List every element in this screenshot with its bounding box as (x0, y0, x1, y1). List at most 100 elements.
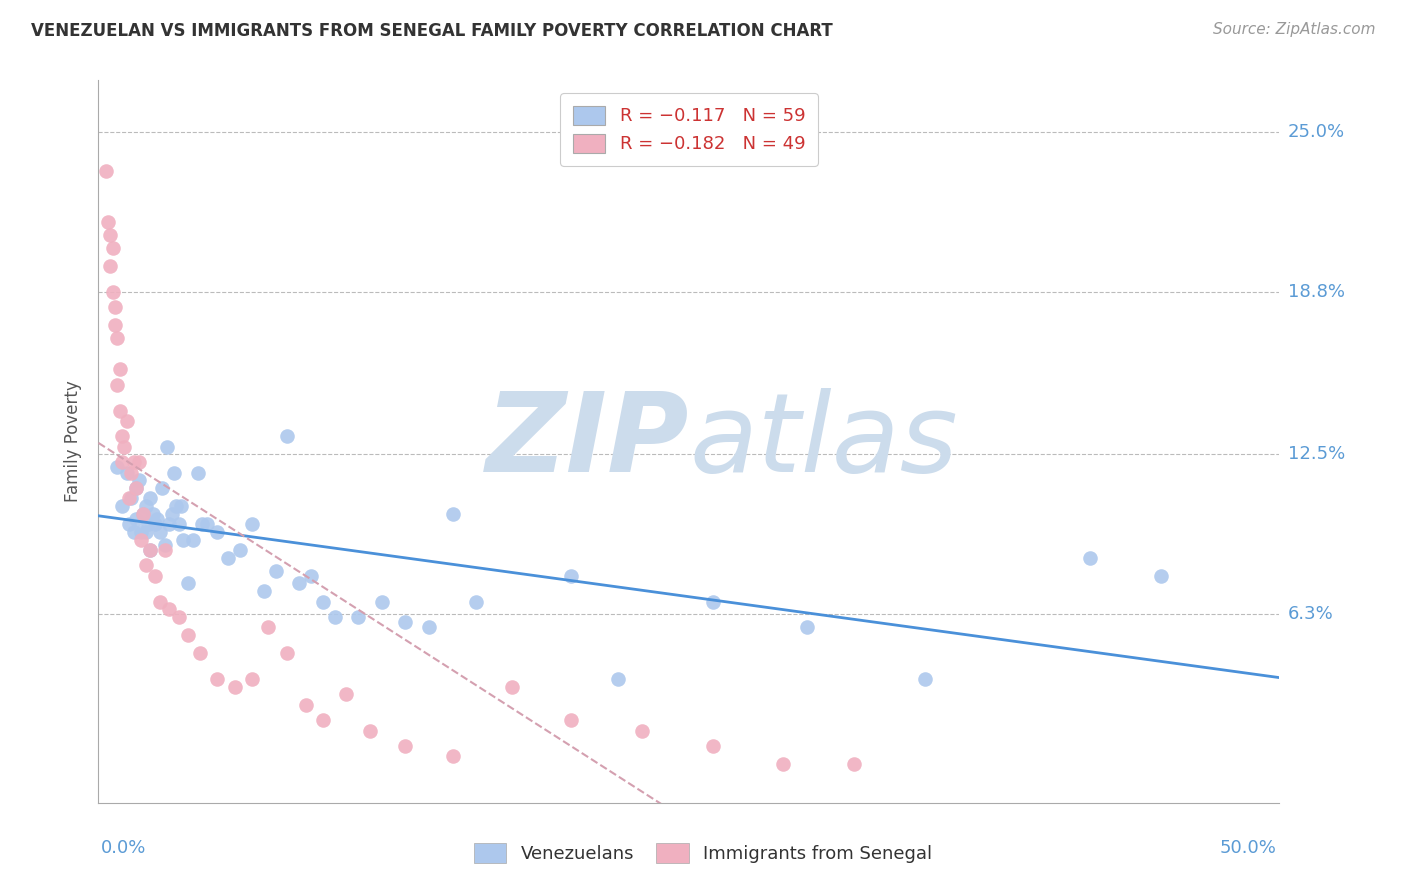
Point (630, 723, 652, 738)
Point (111, 429, 134, 443)
Legend: Venezuelans, Immigrants from Senegal: Venezuelans, Immigrants from Senegal (465, 834, 941, 872)
Point (143, 517, 166, 532)
Text: atlas: atlas (689, 388, 957, 495)
Point (312, 594, 335, 608)
Legend: R = −0.117   N = 59, R = −0.182   N = 49: R = −0.117 N = 59, R = −0.182 N = 49 (560, 93, 818, 166)
Point (217, 550, 239, 565)
Point (163, 466, 186, 480)
Point (191, 517, 214, 532)
Point (108, 403, 131, 417)
Point (105, 331, 128, 345)
Text: 0.0%: 0.0% (101, 838, 146, 857)
Text: Source: ZipAtlas.com: Source: ZipAtlas.com (1212, 22, 1375, 37)
Point (323, 610, 346, 624)
Point (205, 524, 228, 539)
Point (167, 517, 190, 532)
Point (121, 491, 143, 506)
Point (104, 318, 127, 333)
Point (371, 594, 394, 608)
Point (240, 672, 263, 686)
Point (125, 481, 148, 495)
Point (105, 377, 128, 392)
Point (132, 507, 155, 521)
Point (115, 414, 138, 428)
Point (157, 602, 180, 616)
Point (118, 491, 141, 506)
Point (139, 542, 162, 557)
Text: 50.0%: 50.0% (1220, 838, 1277, 857)
Point (153, 542, 176, 557)
Point (170, 499, 193, 513)
Point (295, 698, 318, 712)
Point (135, 499, 157, 513)
Point (607, 672, 630, 686)
Point (181, 533, 204, 547)
Point (264, 564, 287, 578)
Point (187, 466, 209, 480)
Point (132, 507, 155, 521)
Point (172, 533, 194, 547)
Point (465, 594, 488, 608)
Point (501, 680, 523, 694)
Point (94, 163, 117, 178)
Point (224, 680, 246, 694)
Point (165, 499, 187, 513)
Point (135, 558, 157, 573)
Point (149, 524, 172, 539)
Point (195, 517, 218, 532)
Point (276, 646, 298, 660)
Point (253, 584, 276, 599)
Point (359, 723, 381, 738)
Point (418, 620, 440, 634)
Point (177, 576, 200, 591)
Point (111, 499, 134, 513)
Text: 25.0%: 25.0% (1288, 123, 1346, 141)
Point (153, 538, 176, 552)
Point (101, 285, 124, 299)
Point (560, 713, 582, 727)
Point (139, 542, 162, 557)
Point (844, 757, 866, 772)
Text: 18.8%: 18.8% (1288, 283, 1344, 301)
Point (394, 739, 416, 753)
Point (135, 524, 157, 539)
Point (441, 507, 464, 521)
Point (772, 757, 794, 772)
Point (142, 507, 165, 521)
Point (122, 524, 145, 539)
Point (146, 512, 169, 526)
Point (128, 473, 150, 487)
Point (112, 440, 135, 454)
Point (796, 620, 818, 634)
Point (167, 610, 190, 624)
Point (160, 507, 183, 521)
Point (229, 542, 252, 557)
Point (125, 481, 148, 495)
Point (150, 481, 173, 495)
Point (105, 460, 128, 475)
Point (129, 524, 152, 539)
Point (98, 228, 121, 243)
Point (101, 241, 124, 255)
Text: VENEZUELAN VS IMMIGRANTS FROM SENEGAL FAMILY POVERTY CORRELATION CHART: VENEZUELAN VS IMMIGRANTS FROM SENEGAL FA… (31, 22, 832, 40)
Point (188, 646, 211, 660)
Point (702, 594, 724, 608)
Point (441, 749, 464, 764)
Point (560, 568, 582, 582)
Point (288, 576, 311, 591)
Point (121, 466, 143, 480)
Point (156, 440, 179, 454)
Point (240, 517, 263, 532)
Text: 12.5%: 12.5% (1288, 445, 1346, 464)
Point (111, 455, 134, 469)
Point (914, 672, 936, 686)
Point (136, 517, 159, 532)
Point (118, 517, 141, 532)
Point (335, 687, 357, 701)
Point (143, 568, 166, 582)
Point (128, 455, 150, 469)
Point (257, 620, 280, 634)
Y-axis label: Family Poverty: Family Poverty (65, 381, 83, 502)
Point (129, 533, 152, 547)
Point (347, 610, 370, 624)
